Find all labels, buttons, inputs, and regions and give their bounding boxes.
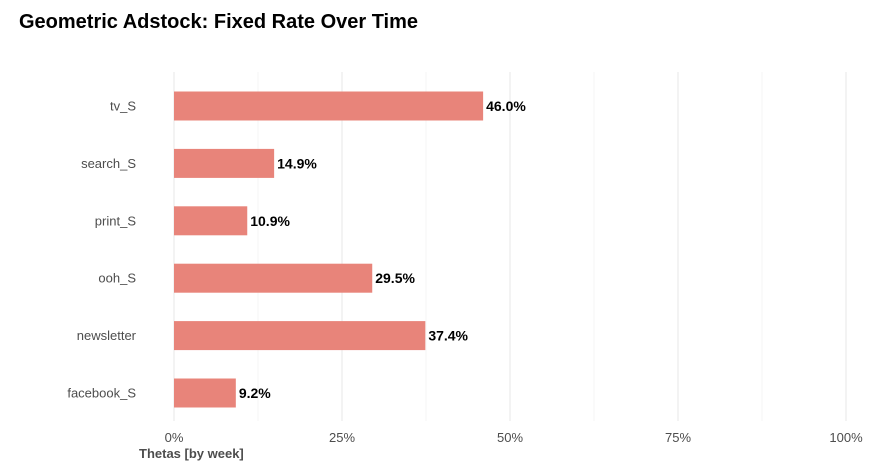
x-tick-label: 50% (497, 430, 523, 445)
bar (174, 206, 248, 236)
bar (174, 378, 236, 408)
bar (174, 148, 275, 178)
x-tick-label: 75% (665, 430, 691, 445)
bar (174, 321, 426, 351)
category-label: facebook_S (67, 386, 136, 401)
bar-value-label: 10.9% (250, 213, 290, 229)
x-tick-labels: 0% 25% 50% 75% 100% (165, 430, 863, 445)
chart-title: Geometric Adstock: Fixed Rate Over Time (19, 11, 419, 33)
category-label: ooh_S (98, 271, 136, 286)
bar (174, 91, 484, 121)
x-tick-label: 25% (329, 430, 355, 445)
bar-value-label: 9.2% (239, 385, 271, 401)
bar (174, 263, 373, 293)
x-tick-label: 100% (829, 430, 863, 445)
bar-value-label: 37.4% (428, 328, 468, 344)
category-label: newsletter (77, 328, 137, 343)
bar-value-label: 46.0% (486, 98, 526, 114)
category-labels: tv_S search_S print_S ooh_S newsletter facebo… (67, 99, 136, 401)
bar-value-labels: 46.0% 14.9% 10.9% 29.5% 37.4% 9.2% (239, 98, 527, 401)
bars-layer (174, 91, 484, 408)
x-tick-label: 0% (165, 430, 184, 445)
category-label: print_S (95, 213, 137, 228)
category-label: search_S (81, 156, 136, 171)
grid-layer (173, 72, 847, 421)
category-label: tv_S (110, 99, 136, 114)
x-axis-title: Thetas [by week] (139, 446, 244, 461)
bar-value-label: 14.9% (277, 155, 317, 171)
bar-value-label: 29.5% (375, 270, 415, 286)
